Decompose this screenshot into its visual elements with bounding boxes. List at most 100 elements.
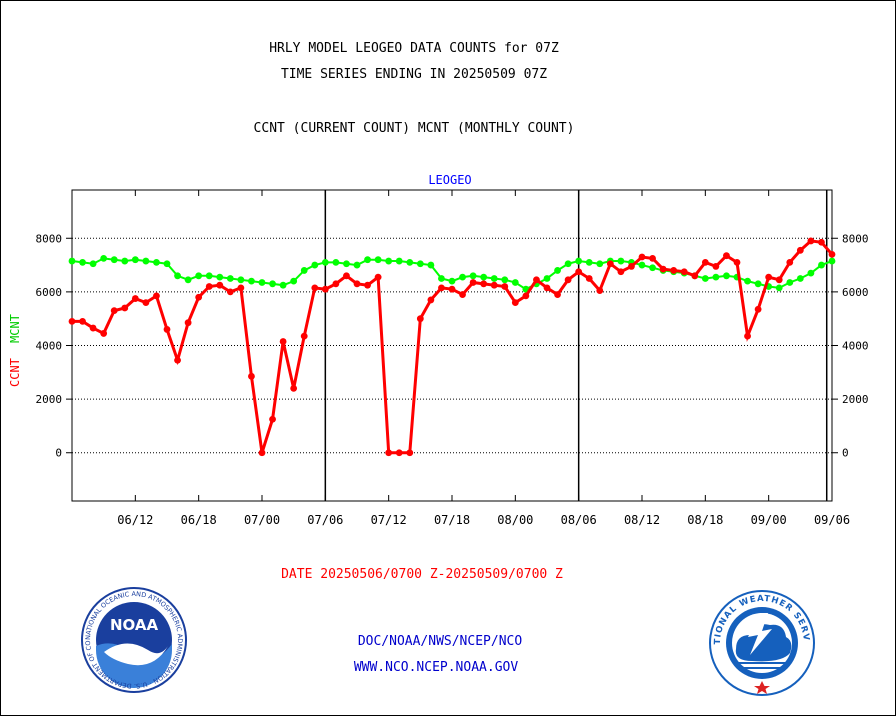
x-tick-label: 08/06 [561,513,597,527]
data-point-mcnt [269,280,276,288]
data-point-ccnt [364,281,371,289]
data-point-ccnt [754,305,762,313]
data-point-ccnt [438,284,445,292]
data-point-mcnt [353,261,361,269]
link-doc-path[interactable]: DOC/NOAA/NWS/NCEP/NCO [358,634,523,649]
nws-logo-icon[interactable]: NATIONAL WEATHER SERVICE [709,590,815,696]
data-point-mcnt [385,257,393,265]
x-tick-label: 09/00 [751,513,787,527]
data-point-ccnt [649,254,656,262]
data-point-ccnt [216,281,224,289]
data-point-mcnt [290,277,298,285]
data-point-ccnt [300,332,308,340]
x-tick-label: 08/12 [624,513,660,527]
data-point-ccnt [585,275,593,282]
data-point-mcnt [226,275,234,282]
data-point-mcnt [142,257,150,265]
data-point-mcnt [575,257,583,265]
data-point-ccnt [174,356,181,364]
data-point-ccnt [617,268,625,276]
data-point-ccnt [269,415,276,423]
data-point-mcnt [68,257,76,265]
noaa-badge-text: NOAA [110,616,159,634]
data-point-ccnt [163,326,171,333]
data-point-mcnt [279,281,287,289]
data-point-ccnt [353,280,361,288]
data-point-mcnt [723,272,730,280]
data-point-ccnt [237,284,245,292]
data-point-ccnt [332,280,340,288]
data-point-ccnt [554,291,561,298]
data-point-mcnt [796,275,804,282]
data-point-ccnt [311,284,319,292]
data-point-ccnt [290,384,298,392]
series-line-ccnt [72,239,834,455]
data-point-mcnt [469,272,477,280]
data-point-mcnt [131,256,139,264]
data-point-mcnt [459,273,466,281]
y-tick-label-left: 6000 [36,286,63,299]
x-tick-label: 08/18 [687,513,723,527]
data-point-ccnt [248,372,255,380]
date-range: DATE 20250506/0700 Z-20250509/0700 Z [281,567,563,582]
data-point-mcnt [416,260,424,268]
x-tick-label: 09/06 [814,513,850,527]
data-point-mcnt [786,279,794,286]
data-point-ccnt [564,276,572,284]
data-point-ccnt [100,330,108,337]
data-point-mcnt [300,267,308,274]
data-point-mcnt [828,257,836,265]
data-point-mcnt [237,276,245,284]
x-tick-label: 06/12 [117,513,153,527]
data-point-mcnt [564,260,572,268]
data-point-ccnt [733,258,741,266]
data-point-ccnt [427,296,435,304]
data-point-mcnt [311,261,319,269]
y-axis-label-ccnt: CCNT [8,358,22,387]
data-point-mcnt [596,260,604,268]
data-point-mcnt [332,258,340,266]
data-point-mcnt [258,279,266,286]
data-point-ccnt [110,307,118,315]
data-point-mcnt [511,279,519,286]
data-point-ccnt [480,280,488,288]
data-point-ccnt [258,449,266,457]
data-point-ccnt [89,324,97,332]
header-line3: CCNT (CURRENT COUNT) MCNT (MONTHLY COUNT… [254,121,575,136]
data-point-ccnt [385,449,393,457]
data-point-mcnt [585,258,593,266]
data-point-ccnt [406,449,414,457]
y-tick-label-right: 0 [842,447,849,460]
data-point-mcnt [638,261,646,269]
data-point-ccnt [490,281,498,289]
link-nco-site[interactable]: WWW.NCO.NCEP.NOAA.GOV [354,660,519,675]
data-point-ccnt [68,317,76,325]
data-point-mcnt [100,254,108,262]
data-point-ccnt [184,319,192,327]
y-tick-label-right: 8000 [842,232,869,245]
data-point-mcnt [754,280,762,288]
data-point-ccnt [796,246,804,254]
data-point-ccnt [818,238,825,246]
header-line1: HRLY MODEL LEOGEO DATA COUNTS for 07Z [269,41,559,56]
y-tick-label-right: 2000 [842,393,869,406]
data-point-mcnt [501,276,509,284]
y-axis-label-mcnt: MCNT [8,314,22,343]
x-tick-label: 08/00 [497,513,533,527]
data-point-ccnt [638,253,646,261]
data-point-mcnt [163,260,171,268]
series-layer [68,237,836,457]
noaa-logo-icon[interactable]: NOAA NATIONAL OCEANIC AND ATMOSPHERIC AD… [81,587,187,693]
data-point-ccnt [691,272,699,280]
data-point-ccnt [596,287,604,294]
data-point-mcnt [775,284,783,292]
data-point-ccnt [765,273,773,281]
x-tick-label: 07/06 [307,513,343,527]
data-point-ccnt [416,315,424,323]
data-point-ccnt [543,284,551,292]
x-tick-label: 07/12 [371,513,407,527]
data-point-mcnt [744,277,751,285]
data-point-ccnt [744,332,751,340]
data-point-ccnt [131,295,139,302]
